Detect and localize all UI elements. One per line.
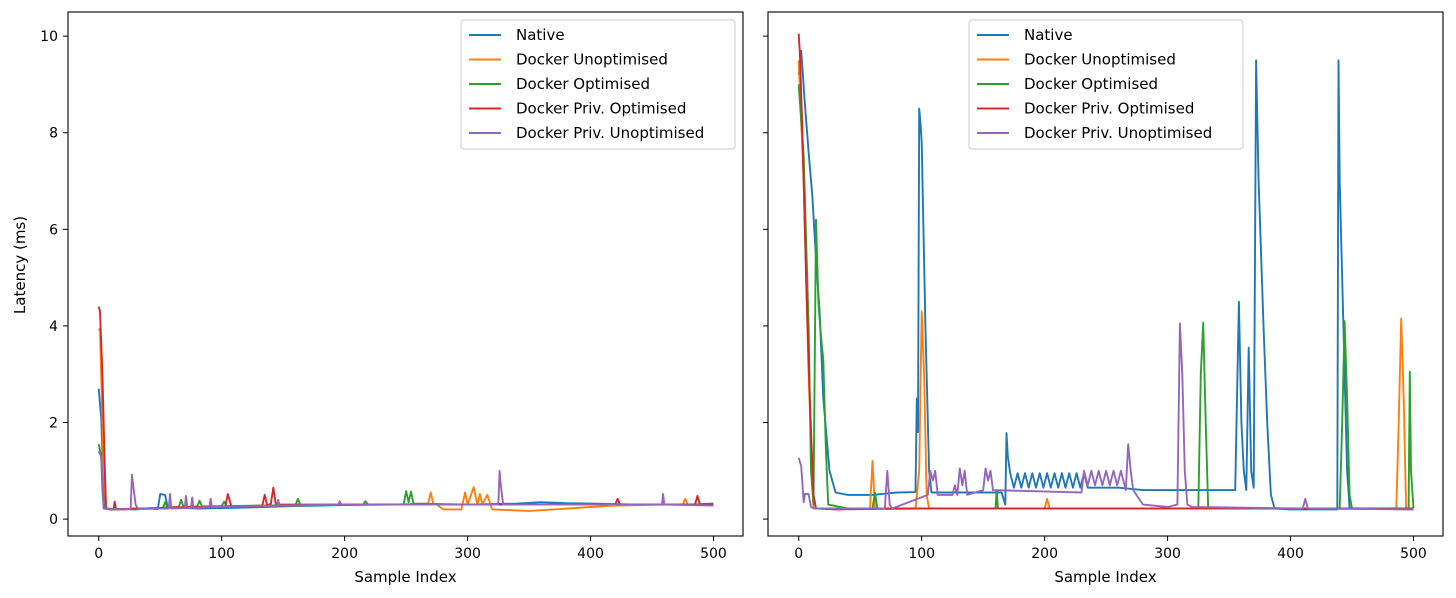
series-line-native [797, 49, 1414, 511]
right-chart-panel: 0 100 200 300 400 500 Sample Index Native Docker… [763, 11, 1444, 586]
y-tick-label: 6 [49, 222, 58, 238]
y-tick-label: 4 [49, 319, 58, 335]
x-tick-label: 0 [794, 546, 803, 562]
series-line-docker-priv-optimised [97, 306, 714, 511]
x-tick-label: 500 [700, 546, 727, 562]
series-line-docker-priv-unoptimised [797, 322, 1414, 511]
x-tick-label: 0 [94, 546, 103, 562]
y-tick-label: 10 [40, 29, 58, 45]
x-tick-label: 300 [454, 546, 481, 562]
legend-label-docker-optimised: Docker Optimised [516, 75, 650, 93]
legend-label-docker-priv-optimised: Docker Priv. Optimised [516, 100, 686, 118]
x-tick-label: 400 [577, 546, 604, 562]
x-axis-label: Sample Index [1054, 568, 1156, 586]
x-tick-label: 100 [208, 546, 235, 562]
axes-frame [767, 11, 1444, 537]
left-chart-panel: 0 100 200 300 400 500 0 2 4 6 8 10 Sample Index Nativ… [40, 11, 744, 586]
x-tick-label: 100 [908, 546, 935, 562]
y-tick-label: 8 [49, 126, 58, 142]
legend-label-docker-unoptimised: Docker Unoptimised [1024, 51, 1176, 69]
x-tick-label: 300 [1154, 546, 1181, 562]
x-tick-label: 400 [1277, 546, 1304, 562]
axes-frame [67, 11, 744, 537]
legend: Native Docker Unoptimised Docker Optimised… [968, 19, 1244, 150]
legend-box [968, 19, 1244, 150]
y-tick-label: 2 [49, 416, 58, 432]
x-tick-label: 200 [1031, 546, 1058, 562]
plot-area [97, 306, 714, 512]
legend-label-docker-optimised: Docker Optimised [1024, 75, 1158, 93]
y-axis-label: Latency (ms) [11, 216, 29, 314]
plot-area [797, 33, 1415, 511]
legend-label-native: Native [516, 26, 565, 44]
legend-label-docker-priv-unoptimised: Docker Priv. Unoptimised [516, 124, 704, 142]
x-tick-label: 200 [331, 546, 358, 562]
legend-label-docker-unoptimised: Docker Unoptimised [516, 51, 668, 69]
x-tick-label: 500 [1400, 546, 1427, 562]
legend-label-docker-priv-unoptimised: Docker Priv. Unoptimised [1024, 124, 1212, 142]
x-axis-label: Sample Index [354, 568, 456, 586]
series-line-docker-optimised [97, 444, 714, 511]
series-line-docker-priv-unoptimised [97, 451, 714, 511]
legend-label-native: Native [1024, 26, 1073, 44]
series-line-docker-unoptimised [97, 327, 714, 512]
y-tick-label: 0 [49, 512, 58, 528]
legend-box [460, 19, 736, 150]
legend-label-docker-priv-optimised: Docker Priv. Optimised [1024, 100, 1194, 118]
legend: Native Docker Unoptimised Docker Optimised… [460, 19, 736, 150]
